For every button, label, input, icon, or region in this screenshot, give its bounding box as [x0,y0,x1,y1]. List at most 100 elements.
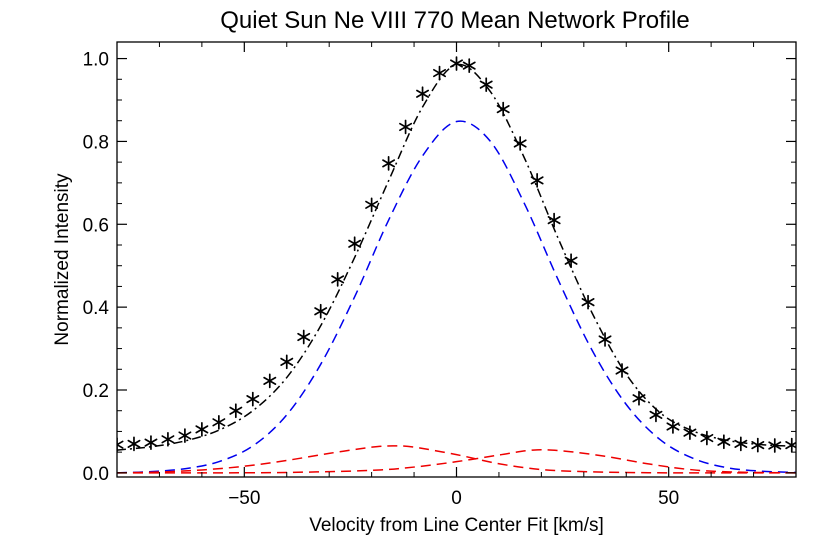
y-tick-label: 0.8 [83,132,109,153]
data-point [717,434,731,450]
data-point [462,58,476,73]
data-point [649,407,663,423]
plot-area [117,56,796,474]
data-point [564,253,578,269]
asterisk-stroke [462,61,476,70]
x-axis-label: Velocity from Line Center Fit [km/s] [309,515,604,536]
data-point [433,65,447,81]
data-point [450,56,463,71]
asterisk-stroke [683,428,697,437]
total-fit-line [117,63,796,451]
red-wing-component-line [117,449,796,474]
x-tick-label: 0 [451,488,462,509]
asterisk-stroke [513,139,527,148]
data-point [683,425,697,441]
y-tick-label: 0.4 [83,298,110,319]
data-point [581,294,595,310]
data-point [178,428,192,443]
asterisk-stroke [479,80,493,89]
chart-title: Quiet Sun Ne VIII 770 Mean Network Profi… [220,7,690,34]
asterisk-stroke [161,435,175,444]
asterisk-stroke [649,410,663,419]
asterisk-stroke [117,440,124,446]
data-point [263,373,277,389]
asterisk-stroke [382,159,396,168]
asterisk-stroke [450,59,463,68]
asterisk-stroke [632,394,646,403]
data-point [127,436,141,452]
data-point [229,403,243,419]
data-point [161,431,175,447]
data-point [212,414,226,430]
data-point [615,363,629,378]
data-point [297,329,311,345]
data-point [117,437,124,453]
asterisk-stroke [496,105,510,114]
asterisk-stroke [666,422,680,431]
asterisk-stroke [530,176,544,185]
data-point [768,438,782,453]
asterisk-stroke [246,395,260,404]
asterisk-stroke [717,437,731,446]
data-point [331,272,345,287]
asterisk-stroke [297,332,311,342]
data-point [348,236,362,252]
data-point [598,332,612,347]
data-point [632,390,646,406]
plot-frame [116,41,797,478]
data-point [547,212,561,228]
data-point [496,101,510,117]
x-tick-label: 50 [658,488,679,509]
asterisk-stroke [416,89,430,98]
asterisk-stroke [178,431,192,440]
data-point [479,77,493,93]
asterisk-stroke [547,216,561,225]
data-point [700,430,714,446]
data-point [280,354,294,370]
data-point [144,435,158,450]
y-tick-label: 1.0 [83,50,109,71]
asterisk-stroke [365,200,379,209]
asterisk-stroke [581,298,595,307]
asterisk-stroke [433,68,447,78]
asterisk-stroke [263,376,277,385]
asterisk-stroke [399,122,413,132]
data-point [416,86,430,102]
data-point [365,197,379,213]
data-point [734,436,748,452]
asterisk-stroke [751,441,765,450]
y-tick-label: 0.2 [83,381,109,402]
data-point [751,437,765,453]
data-point [195,422,209,437]
data-point [530,173,544,188]
asterisk-stroke [117,443,124,449]
data-point [399,119,413,135]
y-tick-label: 0.0 [83,464,109,485]
asterisk-stroke [564,256,578,265]
asterisk-stroke [314,307,328,316]
asterisk-stroke [280,357,294,366]
x-tick-label: −50 [228,488,260,509]
asterisk-stroke [127,439,141,448]
asterisk-stroke [734,439,748,448]
data-point [314,303,328,319]
asterisk-stroke [700,433,714,443]
data-point [666,419,680,434]
data-point [382,156,396,171]
asterisk-stroke [212,418,226,427]
asterisk-stroke [331,275,345,284]
axes: −50 0 50 0.0 0.2 0.4 0.6 0.8 1.0 [83,42,797,509]
asterisk-stroke [598,335,612,344]
asterisk-stroke [229,406,243,415]
asterisk-stroke [195,425,209,434]
asterisk-stroke [144,438,158,447]
asterisk-stroke [615,366,629,375]
data-point [246,391,260,407]
y-tick-label: 0.6 [83,215,109,236]
y-axis-label: Normalized Intensity [52,173,73,346]
core-component-line [117,120,796,474]
data-point [513,136,527,151]
asterisk-stroke [348,239,362,248]
asterisk-stroke [768,441,782,450]
